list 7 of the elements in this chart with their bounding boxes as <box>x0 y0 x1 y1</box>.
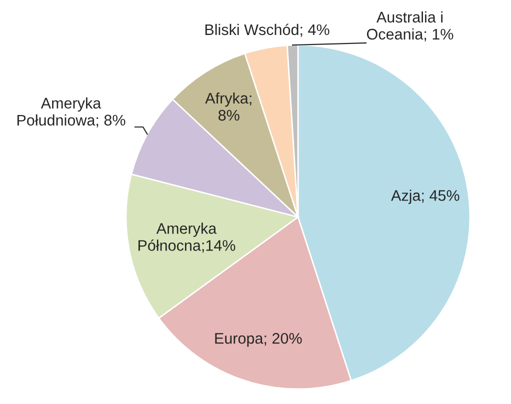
slice-label: Ameryka Północna;14% <box>138 222 236 253</box>
slice-label: Bliski Wschód; 4% <box>205 24 330 37</box>
slice-label: Afryka; 8% <box>205 92 252 121</box>
slice-label: Australia i Oceania; 1% <box>366 11 454 42</box>
slice-label: Azja; 45% <box>391 190 460 204</box>
slice-label: Europa; 20% <box>215 332 302 347</box>
slice-label: Ameryka Południowa; 8% <box>17 97 126 128</box>
